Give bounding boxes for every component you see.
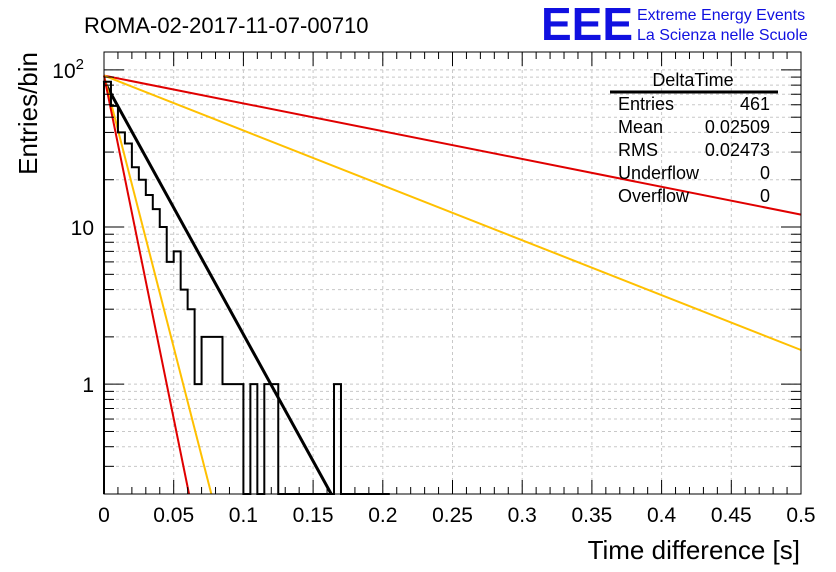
stats-label-overflow: Overflow [618, 186, 690, 206]
histogram-bin [104, 82, 111, 494]
x-tick-labels: 0 0.05 0.1 0.15 0.2 0.25 0.3 0.35 0.4 0.45 0.5 [98, 504, 815, 527]
histogram-bin [202, 337, 209, 494]
histogram-bin [132, 167, 139, 494]
histogram-bin [111, 106, 118, 494]
histogram-bin [250, 384, 257, 494]
grid [104, 52, 801, 494]
chart-title: ROMA-02-2017-11-07-00710 [84, 13, 369, 38]
y-tick-label: 1 [82, 374, 94, 397]
x-tick-label: 0.35 [571, 504, 612, 527]
stats-label-rms: RMS [618, 140, 658, 160]
x-axis-title: Time difference [s] [588, 535, 800, 565]
x-tick-label: 0.3 [508, 504, 537, 527]
histogram-bin [229, 384, 236, 494]
logo-mark: EEE [541, 0, 633, 50]
stats-value-underflow: 0 [760, 163, 770, 183]
histogram-bin [174, 251, 181, 494]
stats-box: DeltaTime Entries 461 Mean 0.02509 RMS 0… [610, 70, 778, 206]
x-tick-label: 0.05 [153, 504, 194, 527]
x-tick-label: 0.15 [293, 504, 334, 527]
histogram-bin [334, 384, 341, 494]
histogram-bin [188, 309, 195, 494]
y-tick-label: 102 [52, 56, 84, 83]
x-tick-label: 0.5 [786, 504, 815, 527]
y-axis-title: Entries/bin [13, 52, 43, 175]
histogram-bin [160, 227, 167, 494]
fit-line-5 [103, 75, 191, 495]
stats-label-underflow: Underflow [618, 163, 700, 183]
x-tick-label: 0.45 [711, 504, 752, 527]
logo-line-2: La Scienza nelle Scuole [637, 27, 808, 44]
histogram-bin [146, 195, 153, 494]
y-tick-exponent: 2 [76, 56, 84, 73]
histogram-bin [216, 337, 223, 494]
histogram-bin [167, 262, 174, 494]
stats-label-entries: Entries [618, 94, 674, 114]
histogram-bin [222, 384, 229, 494]
x-tick-label: 0 [98, 504, 110, 527]
histogram-bin [264, 384, 271, 494]
histogram-bin [153, 209, 160, 494]
histogram-bin [125, 144, 132, 494]
stats-value-overflow: 0 [760, 186, 770, 206]
fit-line-3 [103, 74, 802, 351]
histogram-bin [271, 384, 278, 494]
stats-title: DeltaTime [652, 70, 733, 90]
stats-label-mean: Mean [618, 117, 663, 137]
histogram-bin [118, 132, 125, 494]
stats-value-entries: 461 [740, 94, 770, 114]
histogram-bin [139, 180, 146, 494]
histogram-bin [236, 384, 243, 494]
fit-line-2 [103, 74, 802, 216]
logo-line-1: Extreme Energy Events [637, 7, 805, 24]
stats-value-mean: 0.02509 [705, 117, 770, 137]
axis-ticks [103, 52, 802, 494]
eee-logo: EEE Extreme Energy Events La Scienza nel… [541, 0, 808, 50]
x-tick-label: 0.2 [368, 504, 397, 527]
stats-value-rms: 0.02473 [705, 140, 770, 160]
fit-line-4 [103, 75, 213, 495]
y-tick-label: 10 [71, 217, 94, 240]
x-tick-label: 0.25 [432, 504, 473, 527]
fit-lines [102, 74, 802, 495]
histogram-bin [195, 384, 202, 494]
x-tick-label: 0.4 [647, 504, 677, 527]
x-tick-label: 0.1 [229, 504, 258, 527]
histogram-bin [181, 290, 188, 494]
histogram-bin [209, 337, 216, 494]
fit-line-1 [102, 80, 333, 495]
y-tick-labels: 1 10 102 [52, 56, 94, 397]
